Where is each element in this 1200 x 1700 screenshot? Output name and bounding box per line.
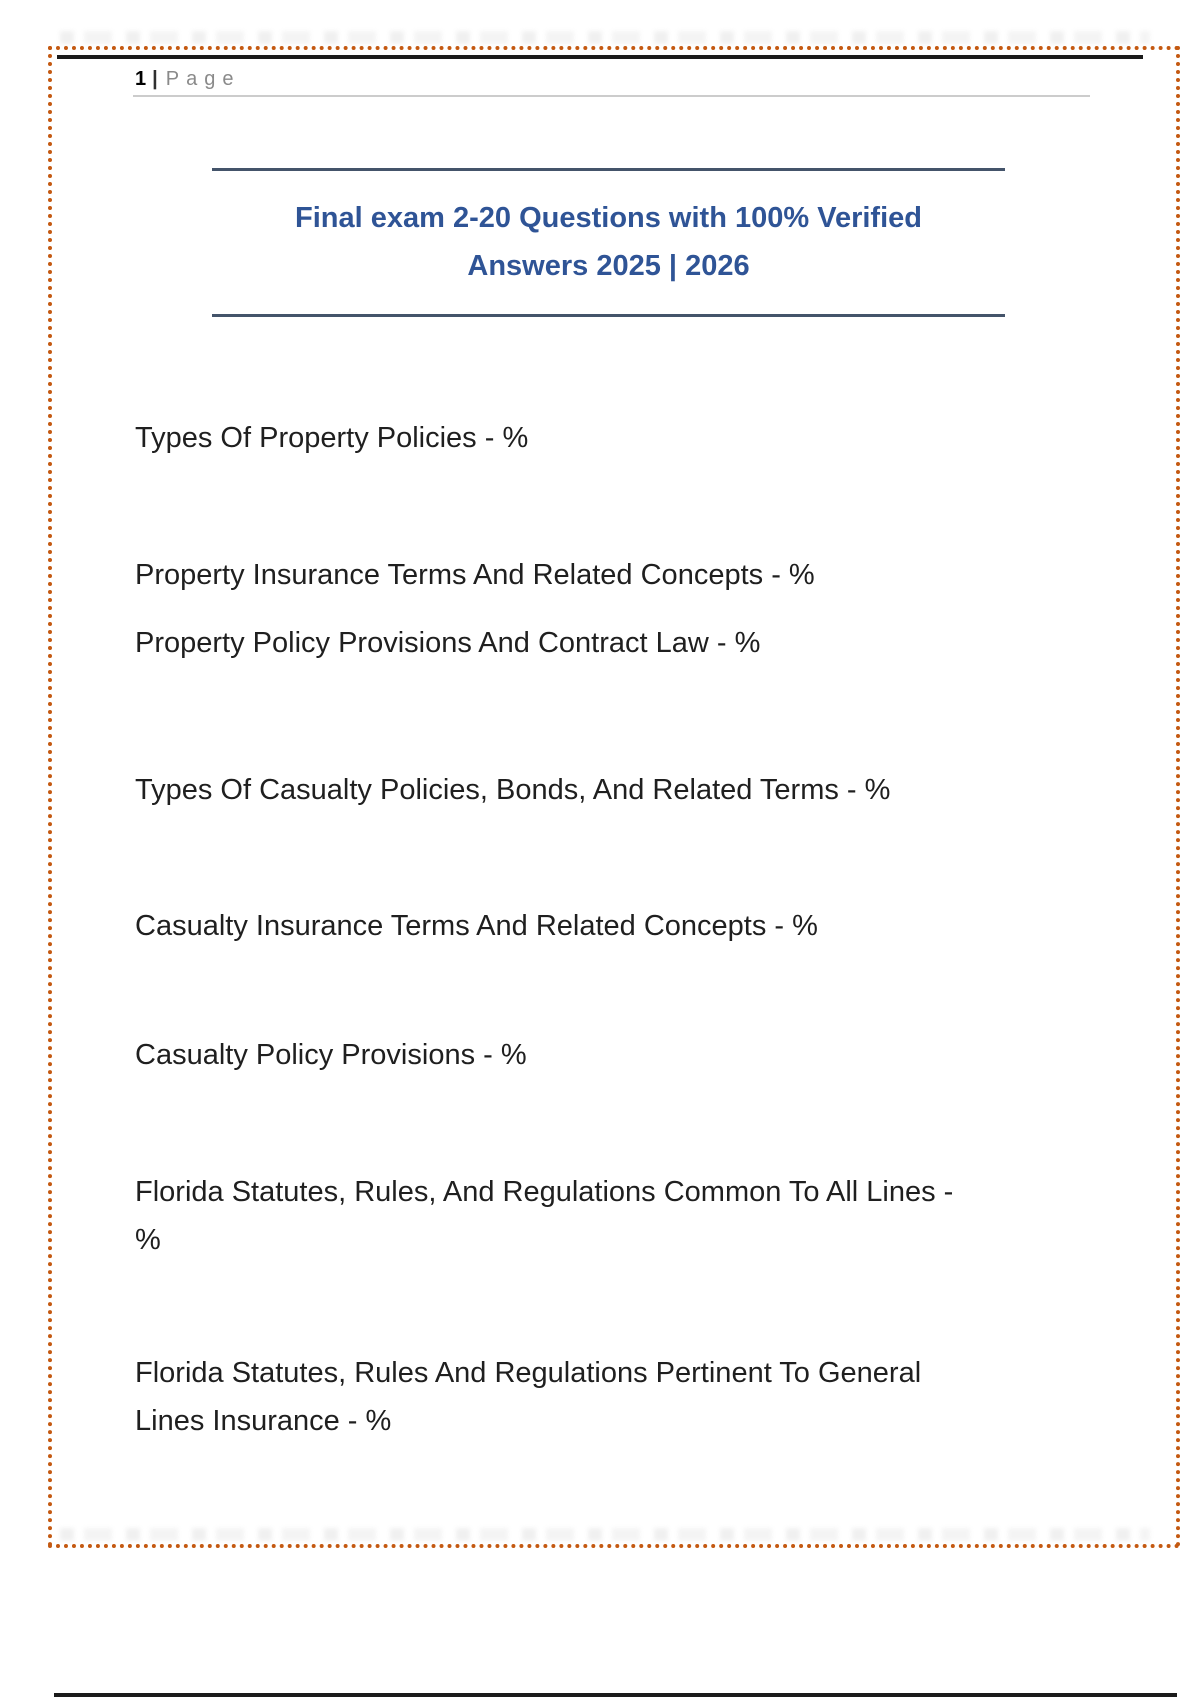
exam-title-line-2: Answers 2025 | 2026 — [467, 250, 750, 282]
exam-topic-6: Casualty Policy Provisions - % — [135, 1039, 527, 1071]
exam-topic-1: Types Of Property Policies - % — [135, 422, 529, 454]
exam-topic-5: Casualty Insurance Terms And Related Con… — [135, 910, 818, 942]
page-number: 1 — [135, 68, 147, 90]
next-page-top-rule — [54, 1693, 1177, 1697]
page-header: 1 | Page — [135, 68, 240, 91]
exam-topic-8: Florida Statutes, Rules And Regulations … — [135, 1357, 922, 1437]
page-header-separator: | — [152, 68, 158, 90]
exam-title-line-1: Final exam 2-20 Questions with 100% Veri… — [295, 202, 922, 234]
header-rule — [133, 95, 1090, 97]
exam-topic-2: Property Insurance Terms And Related Con… — [135, 559, 815, 591]
faint-watermark-top — [60, 31, 1150, 44]
faint-watermark-bottom — [60, 1528, 1150, 1541]
exam-topic-3: Property Policy Provisions And Contract … — [135, 627, 761, 659]
top-page-rule — [57, 55, 1143, 59]
page-dotted-border — [48, 46, 1180, 1548]
exam-title-block: Final exam 2-20 Questions with 100% Veri… — [212, 168, 1005, 317]
exam-topic-7: Florida Statutes, Rules, And Regulations… — [135, 1176, 954, 1256]
page-header-label: Page — [165, 68, 241, 90]
exam-topic-4: Types Of Casualty Policies, Bonds, And R… — [135, 774, 891, 806]
